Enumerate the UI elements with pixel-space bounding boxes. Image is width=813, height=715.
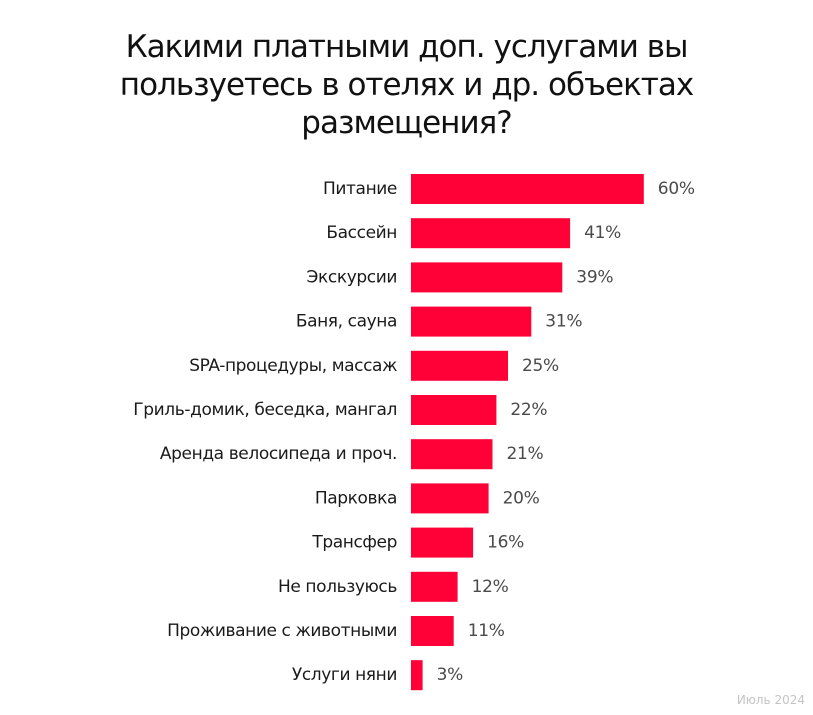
- category-label-6: Гриль-домик, беседка, мангал: [133, 400, 397, 420]
- bar-10: [411, 571, 458, 602]
- chart-title-line-2: пользуетесь в отелях и др. объектах: [119, 67, 694, 103]
- category-label-10: Не пользуюсь: [278, 577, 397, 597]
- value-label-7: 21%: [507, 444, 544, 464]
- bar-3: [411, 262, 563, 293]
- date-footnote: Июль 2024: [736, 693, 805, 707]
- category-label-12: Услуги няни: [292, 665, 397, 685]
- bar-4: [411, 306, 532, 337]
- value-label-6: 22%: [510, 400, 547, 420]
- bar-7: [411, 439, 493, 470]
- category-label-3: Экскурсии: [307, 267, 397, 287]
- bar-2: [411, 218, 571, 249]
- category-label-4: Баня, сауна: [296, 312, 397, 332]
- chart-title-line-1: Какими платными доп. услугами вы: [125, 29, 689, 65]
- value-label-12: 3%: [437, 665, 464, 685]
- category-label-2: Бассейн: [326, 223, 397, 243]
- category-label-8: Парковка: [315, 488, 397, 508]
- bar-8: [411, 483, 489, 514]
- bar-5: [411, 350, 508, 381]
- category-label-1: Питание: [323, 179, 397, 199]
- chart-title: Какими платными доп. услугами вы пользуе…: [0, 28, 813, 142]
- bar-1: [411, 174, 644, 204]
- value-label-4: 31%: [545, 312, 582, 332]
- category-label-9: Трансфер: [311, 533, 397, 553]
- value-label-9: 16%: [487, 533, 524, 553]
- category-label-11: Проживание с животными: [167, 621, 397, 641]
- value-label-3: 39%: [576, 267, 613, 287]
- value-label-10: 12%: [472, 577, 509, 597]
- category-label-5: SPA-процедуры, массаж: [189, 356, 397, 376]
- value-label-8: 20%: [503, 488, 540, 508]
- bar-12: [411, 660, 423, 691]
- chart-title-line-3: размещения?: [301, 105, 512, 141]
- bar-6: [411, 395, 497, 425]
- bar-11: [411, 616, 454, 646]
- value-label-1: 60%: [658, 179, 695, 199]
- category-label-7: Аренда велосипеда и проч.: [160, 444, 397, 464]
- value-label-11: 11%: [468, 621, 505, 641]
- value-label-5: 25%: [522, 356, 559, 376]
- bar-9: [411, 527, 474, 558]
- value-label-2: 41%: [584, 223, 621, 243]
